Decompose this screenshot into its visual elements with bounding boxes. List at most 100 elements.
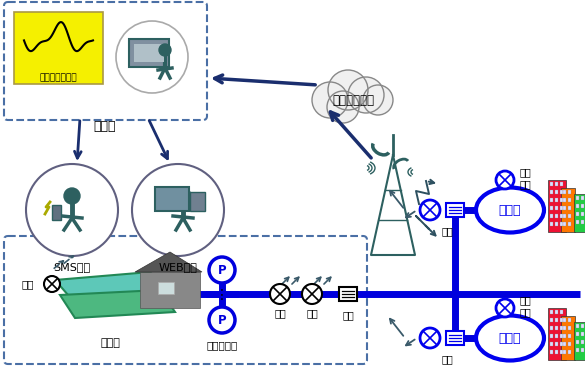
FancyBboxPatch shape: [581, 332, 584, 336]
Circle shape: [209, 307, 235, 333]
FancyBboxPatch shape: [568, 318, 571, 322]
FancyBboxPatch shape: [560, 342, 563, 346]
FancyBboxPatch shape: [576, 340, 579, 344]
FancyBboxPatch shape: [560, 310, 563, 314]
Circle shape: [496, 171, 514, 189]
FancyBboxPatch shape: [561, 188, 575, 232]
Text: 流量: 流量: [342, 310, 354, 320]
Ellipse shape: [476, 316, 544, 361]
FancyBboxPatch shape: [563, 214, 566, 218]
FancyBboxPatch shape: [555, 342, 558, 346]
FancyBboxPatch shape: [158, 282, 174, 294]
FancyBboxPatch shape: [568, 342, 571, 346]
FancyBboxPatch shape: [560, 326, 563, 330]
Text: 水位: 水位: [22, 279, 35, 289]
Circle shape: [132, 164, 224, 256]
Circle shape: [327, 91, 359, 123]
FancyBboxPatch shape: [339, 287, 357, 301]
FancyBboxPatch shape: [550, 342, 553, 346]
FancyBboxPatch shape: [129, 39, 169, 67]
FancyBboxPatch shape: [568, 198, 571, 202]
Circle shape: [116, 21, 188, 93]
FancyBboxPatch shape: [555, 350, 558, 354]
Text: 水圧: 水圧: [306, 308, 318, 318]
FancyBboxPatch shape: [560, 214, 563, 218]
FancyBboxPatch shape: [576, 324, 579, 328]
FancyBboxPatch shape: [548, 308, 566, 360]
FancyBboxPatch shape: [555, 190, 558, 194]
Text: 監視室: 監視室: [94, 120, 116, 133]
Circle shape: [270, 284, 290, 304]
FancyBboxPatch shape: [560, 206, 563, 210]
FancyBboxPatch shape: [190, 191, 205, 211]
FancyBboxPatch shape: [574, 322, 585, 360]
FancyBboxPatch shape: [550, 310, 553, 314]
FancyBboxPatch shape: [581, 324, 584, 328]
FancyBboxPatch shape: [563, 342, 566, 346]
FancyBboxPatch shape: [576, 220, 579, 224]
Circle shape: [328, 70, 368, 110]
FancyBboxPatch shape: [560, 222, 563, 226]
FancyBboxPatch shape: [568, 326, 571, 330]
FancyBboxPatch shape: [563, 318, 566, 322]
Text: ネットワーク: ネットワーク: [332, 94, 374, 107]
Circle shape: [420, 328, 440, 348]
Polygon shape: [135, 252, 202, 272]
Circle shape: [302, 284, 322, 304]
FancyBboxPatch shape: [576, 212, 579, 216]
FancyBboxPatch shape: [550, 214, 553, 218]
FancyBboxPatch shape: [581, 220, 584, 224]
Circle shape: [159, 44, 171, 56]
FancyBboxPatch shape: [555, 198, 558, 202]
Circle shape: [209, 257, 235, 283]
Text: トレンドデータ: トレンドデータ: [39, 74, 77, 83]
Text: 水圧
水質: 水圧 水質: [520, 167, 532, 189]
FancyBboxPatch shape: [555, 214, 558, 218]
Text: 流量: 流量: [274, 308, 286, 318]
FancyBboxPatch shape: [576, 204, 579, 208]
Circle shape: [44, 276, 60, 292]
FancyBboxPatch shape: [568, 222, 571, 226]
FancyBboxPatch shape: [555, 326, 558, 330]
FancyBboxPatch shape: [550, 206, 553, 210]
FancyBboxPatch shape: [555, 206, 558, 210]
FancyBboxPatch shape: [581, 348, 584, 352]
FancyBboxPatch shape: [550, 222, 553, 226]
FancyBboxPatch shape: [576, 196, 579, 200]
Text: P: P: [218, 313, 226, 327]
FancyBboxPatch shape: [563, 222, 566, 226]
Text: 需要家: 需要家: [499, 331, 521, 344]
FancyBboxPatch shape: [51, 205, 60, 220]
Text: ⋮: ⋮: [215, 288, 229, 302]
FancyBboxPatch shape: [574, 194, 585, 232]
Circle shape: [26, 164, 118, 256]
FancyBboxPatch shape: [550, 182, 553, 186]
FancyBboxPatch shape: [550, 350, 553, 354]
FancyBboxPatch shape: [568, 206, 571, 210]
FancyBboxPatch shape: [563, 334, 566, 338]
FancyBboxPatch shape: [14, 12, 103, 84]
FancyBboxPatch shape: [446, 203, 464, 217]
FancyBboxPatch shape: [548, 180, 566, 232]
Circle shape: [420, 200, 440, 220]
FancyBboxPatch shape: [555, 310, 558, 314]
Polygon shape: [60, 290, 175, 318]
FancyBboxPatch shape: [581, 340, 584, 344]
FancyBboxPatch shape: [563, 350, 566, 354]
Text: 流量: 流量: [441, 354, 453, 364]
FancyBboxPatch shape: [560, 318, 563, 322]
FancyBboxPatch shape: [550, 190, 553, 194]
FancyBboxPatch shape: [560, 350, 563, 354]
Ellipse shape: [476, 187, 544, 233]
FancyBboxPatch shape: [555, 334, 558, 338]
FancyBboxPatch shape: [555, 318, 558, 322]
FancyBboxPatch shape: [576, 332, 579, 336]
Text: WEB監視: WEB監視: [159, 262, 198, 272]
Text: 配水ポンプ: 配水ポンプ: [207, 340, 238, 350]
Text: 水圧
水質: 水圧 水質: [520, 295, 532, 317]
FancyBboxPatch shape: [581, 212, 584, 216]
FancyBboxPatch shape: [560, 190, 563, 194]
Polygon shape: [140, 272, 200, 308]
Circle shape: [175, 188, 191, 204]
FancyBboxPatch shape: [581, 204, 584, 208]
